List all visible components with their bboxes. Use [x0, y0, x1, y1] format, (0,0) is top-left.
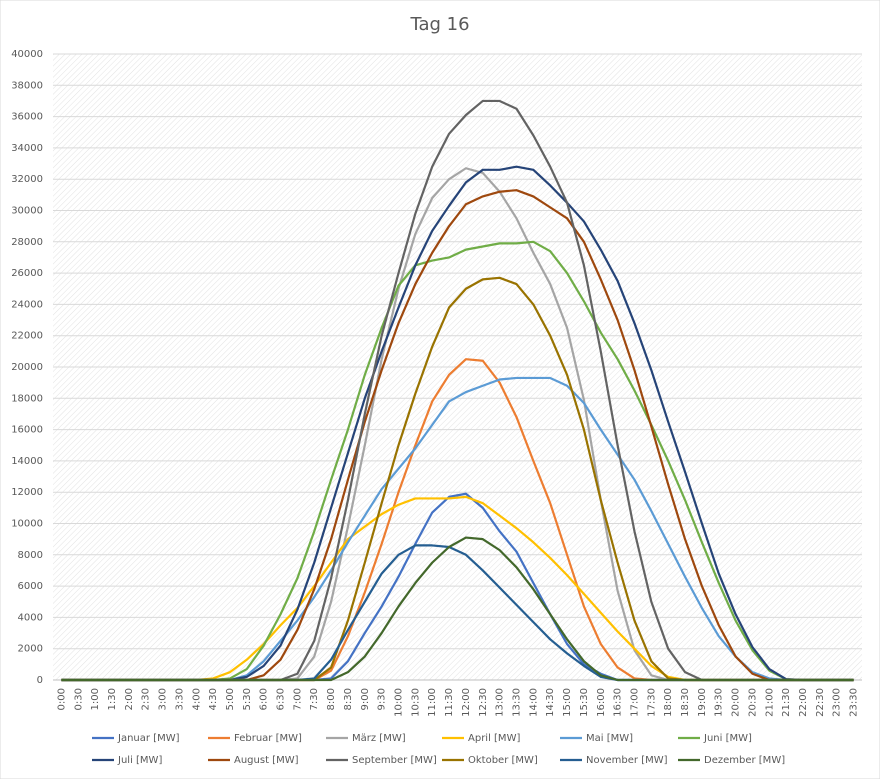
legend-label: September [MW] — [352, 755, 437, 766]
x-tick-label: 23:00 — [832, 688, 843, 717]
x-tick-label: 2:30 — [141, 688, 152, 710]
y-tick-label: 20000 — [11, 362, 43, 373]
x-tick-label: 17:00 — [629, 688, 640, 717]
x-tick-label: 16:00 — [596, 688, 607, 717]
x-tick-label: 8:30 — [343, 688, 354, 710]
x-tick-label: 7:30 — [309, 688, 320, 710]
x-tick-label: 3:30 — [174, 688, 185, 710]
x-tick-label: 9:30 — [377, 688, 388, 710]
x-tick-label: 1:00 — [90, 688, 101, 710]
y-tick-label: 16000 — [11, 425, 43, 436]
x-tick-label: 17:30 — [646, 688, 657, 717]
y-tick-label: 40000 — [11, 49, 43, 60]
x-tick-label: 15:30 — [579, 688, 590, 717]
y-tick-label: 22000 — [11, 331, 43, 342]
y-tick-label: 12000 — [11, 487, 43, 498]
series-line — [61, 536, 854, 682]
y-tick-label: 34000 — [11, 143, 43, 154]
legend-label: Januar [MW] — [117, 733, 180, 744]
legend-label: Februar [MW] — [234, 733, 302, 744]
legend-label: Juni [MW] — [703, 733, 752, 744]
x-tick-label: 12:00 — [461, 688, 472, 717]
y-tick-label: 2000 — [18, 644, 43, 655]
x-tick-label: 5:30 — [242, 688, 253, 710]
y-tick-label: 38000 — [11, 80, 43, 91]
x-tick-label: 18:30 — [680, 688, 691, 717]
x-tick-label: 21:30 — [781, 688, 792, 717]
x-tick-label: 0:30 — [73, 688, 84, 710]
x-tick-label: 8:00 — [326, 688, 337, 710]
x-tick-label: 11:00 — [427, 688, 438, 717]
x-tick-label: 3:00 — [158, 688, 169, 710]
x-tick-label: 15:00 — [562, 688, 573, 717]
x-tick-label: 10:00 — [394, 688, 405, 717]
x-tick-label: 20:30 — [747, 688, 758, 717]
x-tick-label: 21:00 — [764, 688, 775, 717]
legend-label: Juli [MW] — [117, 755, 162, 766]
x-tick-label: 13:30 — [511, 688, 522, 717]
y-tick-label: 18000 — [11, 393, 43, 404]
x-tick-label: 9:00 — [360, 688, 371, 710]
x-tick-label: 10:30 — [410, 688, 421, 717]
y-tick-label: 32000 — [11, 174, 43, 185]
y-tick-label: 6000 — [18, 581, 43, 592]
x-tick-label: 22:30 — [815, 688, 826, 717]
y-tick-label: 36000 — [11, 112, 43, 123]
y-tick-label: 30000 — [11, 206, 43, 217]
x-tick-label: 23:30 — [849, 688, 860, 717]
x-tick-label: 2:00 — [124, 688, 135, 710]
x-tick-label: 20:00 — [731, 688, 742, 717]
x-tick-label: 6:00 — [259, 688, 270, 710]
x-tick-label: 5:00 — [225, 688, 236, 710]
x-tick-label: 18:00 — [663, 688, 674, 717]
x-tick-label: 19:00 — [697, 688, 708, 717]
legend-label: November [MW] — [586, 755, 668, 766]
legend-label: August [MW] — [234, 755, 299, 766]
chart-title: Tag 16 — [409, 14, 469, 35]
y-tick-label: 0 — [37, 675, 43, 686]
y-tick-label: 14000 — [11, 456, 43, 467]
y-tick-label: 8000 — [18, 550, 43, 561]
x-tick-label: 14:00 — [528, 688, 539, 717]
legend-label: April [MW] — [468, 733, 520, 744]
x-tick-label: 6:30 — [276, 688, 287, 710]
y-tick-label: 28000 — [11, 237, 43, 248]
y-tick-label: 24000 — [11, 299, 43, 310]
y-tick-label: 26000 — [11, 268, 43, 279]
x-tick-label: 4:30 — [208, 688, 219, 710]
x-tick-label: 14:30 — [545, 688, 556, 717]
x-tick-label: 13:00 — [495, 688, 506, 717]
x-tick-label: 19:30 — [714, 688, 725, 717]
legend-label: Dezember [MW] — [704, 755, 785, 766]
y-tick-label: 4000 — [18, 612, 43, 623]
legend-label: März [MW] — [352, 733, 406, 744]
x-tick-label: 16:30 — [613, 688, 624, 717]
x-tick-label: 0:00 — [56, 688, 67, 710]
x-tick-label: 7:00 — [292, 688, 303, 710]
x-tick-label: 4:00 — [191, 688, 202, 710]
x-tick-label: 1:30 — [107, 688, 118, 710]
y-tick-label: 10000 — [11, 519, 43, 530]
x-tick-label: 12:30 — [478, 688, 489, 717]
x-tick-label: 11:30 — [444, 688, 455, 717]
legend-label: Oktober [MW] — [468, 755, 538, 766]
legend-label: Mai [MW] — [586, 733, 633, 744]
x-tick-label: 22:00 — [798, 688, 809, 717]
